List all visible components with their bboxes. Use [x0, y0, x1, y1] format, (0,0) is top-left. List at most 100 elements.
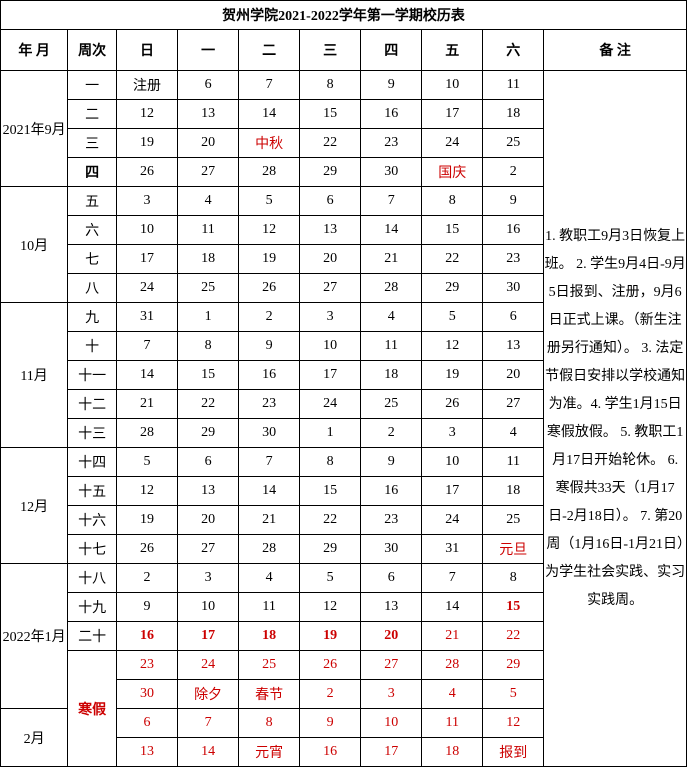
cell: 13: [117, 738, 178, 767]
cell: 28: [422, 651, 483, 680]
cell: 26: [422, 390, 483, 419]
cell: 2: [117, 564, 178, 593]
cell: 14: [178, 738, 239, 767]
cell: 8: [483, 564, 544, 593]
cell: 7: [422, 564, 483, 593]
day-header: 五: [422, 30, 483, 71]
cell: 9: [483, 187, 544, 216]
cell: 24: [117, 274, 178, 303]
title: 贺州学院2021-2022学年第一学期校历表: [1, 1, 687, 30]
month-cell: 2月: [1, 709, 68, 767]
cell: 25: [483, 506, 544, 535]
vacation-cell: 寒假: [68, 651, 117, 767]
cell: 29: [300, 158, 361, 187]
cell: 29: [300, 535, 361, 564]
cell: 19: [300, 622, 361, 651]
week-cell: 二: [68, 100, 117, 129]
cell: 22: [178, 390, 239, 419]
cell: 16: [483, 216, 544, 245]
cell: 26: [239, 274, 300, 303]
cell: 11: [361, 332, 422, 361]
cell: 3: [361, 680, 422, 709]
cell: 18: [361, 361, 422, 390]
cell: 1: [300, 419, 361, 448]
cell: 20: [300, 245, 361, 274]
holiday-cell: 中秋: [239, 129, 300, 158]
cell: 28: [239, 158, 300, 187]
holiday-cell: 元旦: [483, 535, 544, 564]
day-header: 六: [483, 30, 544, 71]
cell: 16: [300, 738, 361, 767]
cell: 10: [300, 332, 361, 361]
cell: 5: [422, 303, 483, 332]
week-cell: 三: [68, 129, 117, 158]
cell: 28: [239, 535, 300, 564]
holiday-cell: 元宵: [239, 738, 300, 767]
cell: 3: [178, 564, 239, 593]
cell: 2: [483, 158, 544, 187]
cell: 5: [117, 448, 178, 477]
cell: 18: [422, 738, 483, 767]
week-cell: 十三: [68, 419, 117, 448]
cell: 15: [483, 593, 544, 622]
week-cell: 十七: [68, 535, 117, 564]
week-cell: 七: [68, 245, 117, 274]
cell: 8: [422, 187, 483, 216]
cell: 8: [178, 332, 239, 361]
week-cell: 十四: [68, 448, 117, 477]
cell: 31: [422, 535, 483, 564]
cell: 注册: [117, 71, 178, 100]
cell: 30: [361, 158, 422, 187]
cell: 13: [178, 477, 239, 506]
cell: 22: [300, 129, 361, 158]
week-cell: 十: [68, 332, 117, 361]
cell: 10: [422, 71, 483, 100]
cell: 27: [178, 158, 239, 187]
cell: 10: [117, 216, 178, 245]
cell: 20: [483, 361, 544, 390]
week-cell: 十二: [68, 390, 117, 419]
cell: 25: [239, 651, 300, 680]
cell: 13: [300, 216, 361, 245]
cell: 4: [178, 187, 239, 216]
cell: 30: [239, 419, 300, 448]
cell: 9: [239, 332, 300, 361]
cell: 8: [300, 71, 361, 100]
cell: 7: [239, 448, 300, 477]
cell: 22: [422, 245, 483, 274]
cell: 11: [483, 71, 544, 100]
cell: 27: [361, 651, 422, 680]
cell: 11: [483, 448, 544, 477]
cell: 7: [117, 332, 178, 361]
cell: 17: [422, 100, 483, 129]
col-month-header: 年 月: [1, 30, 68, 71]
cell: 3: [117, 187, 178, 216]
cell: 30: [117, 680, 178, 709]
cell: 11: [239, 593, 300, 622]
cell: 15: [300, 100, 361, 129]
cell: 12: [422, 332, 483, 361]
day-header: 四: [361, 30, 422, 71]
cell: 14: [422, 593, 483, 622]
week-cell: 二十: [68, 622, 117, 651]
cell: 10: [361, 709, 422, 738]
cell: 6: [483, 303, 544, 332]
cell: 24: [178, 651, 239, 680]
cell: 27: [300, 274, 361, 303]
week-cell: 十九: [68, 593, 117, 622]
cell: 12: [117, 100, 178, 129]
cell: 18: [483, 477, 544, 506]
cell: 2: [300, 680, 361, 709]
cell: 9: [300, 709, 361, 738]
cell: 3: [300, 303, 361, 332]
week-cell: 十六: [68, 506, 117, 535]
cell: 14: [239, 100, 300, 129]
cell: 15: [178, 361, 239, 390]
cell: 20: [178, 506, 239, 535]
cell: 16: [361, 100, 422, 129]
day-header: 日: [117, 30, 178, 71]
cell: 26: [300, 651, 361, 680]
week-cell: 八: [68, 274, 117, 303]
cell: 7: [361, 187, 422, 216]
cell: 12: [239, 216, 300, 245]
